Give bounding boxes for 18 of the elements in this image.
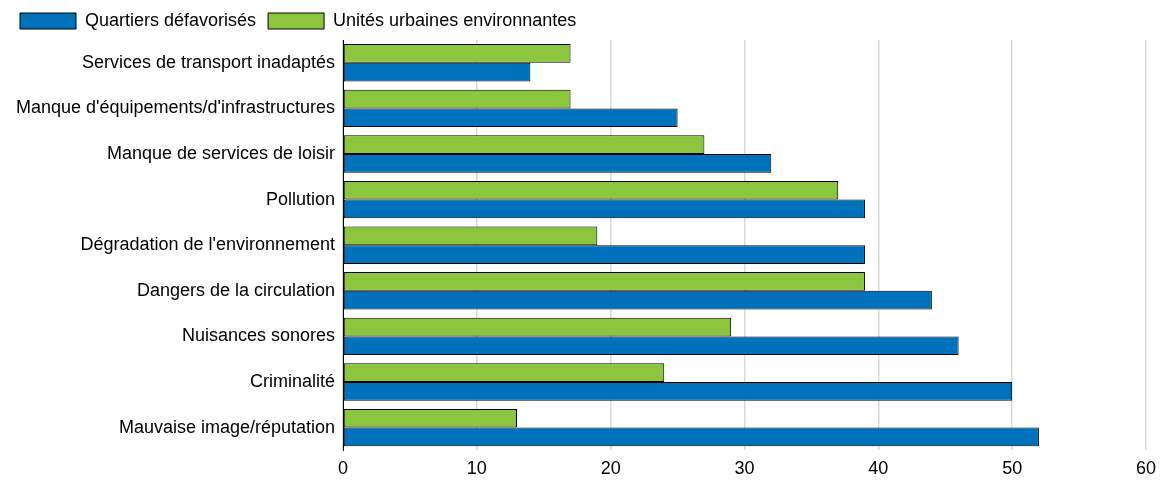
y-tick-label: Mauvaise image/réputation <box>118 416 336 437</box>
y-tick-label: Pollution <box>266 188 336 209</box>
y-tick-label: Nuisances sonores <box>181 325 336 346</box>
x-tick-label: 10 <box>466 458 487 479</box>
x-tick-label: 40 <box>868 458 889 479</box>
legend-label: Unités urbaines environnantes <box>333 9 577 30</box>
x-tick-label: 60 <box>1135 458 1156 479</box>
x-tick-label: 30 <box>734 458 755 479</box>
y-tick-label: Services de transport inadaptés <box>81 51 336 72</box>
y-tick-label: Dangers de la circulation <box>136 279 336 300</box>
y-tick-label: Dégradation de l'environnement <box>80 234 336 255</box>
x-tick-label: 0 <box>338 458 349 479</box>
legend-label: Quartiers défavorisés <box>85 9 257 30</box>
y-tick-label: Criminalité <box>250 370 336 391</box>
x-tick-label: 20 <box>600 458 621 479</box>
y-tick-label: Manque de services de loisir <box>106 142 336 163</box>
y-tick-label: Manque d'équipements/d'infrastructures <box>15 97 336 118</box>
x-tick-label: 50 <box>1002 458 1023 479</box>
